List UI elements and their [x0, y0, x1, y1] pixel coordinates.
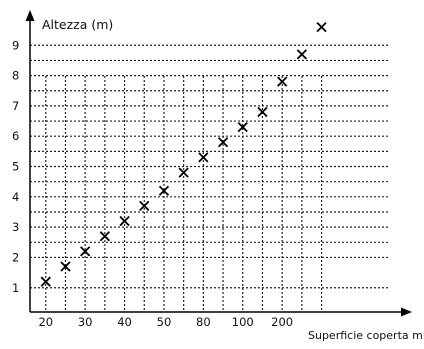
data-point — [277, 76, 288, 87]
y-tick-label: 6 — [12, 129, 19, 143]
y-tick-label: 3 — [12, 220, 19, 234]
y-tick-label: 7 — [12, 99, 19, 113]
x-axis-title-text: Superficie coperta m — [308, 329, 423, 342]
data-point — [119, 215, 130, 227]
y-tick-label: 1 — [12, 281, 19, 295]
data-point — [257, 106, 268, 118]
data-point-stroke — [40, 276, 51, 287]
data-point-stroke — [80, 246, 91, 257]
x-tick-label: 200 — [271, 315, 293, 329]
data-point — [198, 152, 209, 163]
data-point-stroke — [316, 21, 327, 33]
data-point-stroke — [139, 200, 150, 212]
data-point — [158, 185, 170, 196]
data-point — [40, 276, 51, 287]
data-point-stroke — [237, 121, 248, 133]
x-tick-label: 80 — [196, 315, 211, 329]
data-point — [99, 231, 110, 242]
data-point — [60, 261, 71, 272]
y-tick-label: 4 — [12, 190, 19, 204]
data-point-stroke — [198, 152, 209, 163]
data-point-stroke — [60, 261, 71, 272]
tick-labels: 1 2 3 4 5 6 7 8 9 20 30 40 50 80 100 200 — [12, 38, 293, 329]
data-point-stroke — [277, 76, 288, 87]
data-point-stroke — [119, 215, 130, 227]
data-point — [316, 21, 327, 33]
data-point — [80, 246, 91, 257]
y-tick-label: 8 — [12, 69, 19, 83]
x-axis-arrow — [401, 307, 412, 317]
y-axis-arrow — [25, 10, 35, 21]
axes — [25, 10, 412, 317]
grid-lines — [30, 44, 390, 310]
data-point-stroke — [257, 106, 268, 118]
data-point — [296, 49, 307, 60]
data-point-stroke — [217, 137, 229, 148]
data-point-stroke — [158, 185, 170, 196]
x-tick-label: 100 — [232, 315, 254, 329]
data-point — [139, 200, 150, 212]
data-point-stroke — [99, 231, 110, 242]
data-point-stroke — [178, 167, 189, 178]
x-axis-title: Superficie coperta m 2 — [308, 327, 424, 342]
y-tick-label: 9 — [12, 38, 19, 52]
x-tick-label: 20 — [38, 315, 53, 329]
y-axis-title: Altezza (m) — [42, 17, 113, 32]
data-point — [178, 167, 189, 178]
y-tick-label: 5 — [12, 160, 19, 174]
x-tick-label: 50 — [157, 315, 172, 329]
data-point-stroke — [296, 49, 307, 60]
data-points — [40, 21, 327, 287]
x-tick-label: 40 — [117, 315, 132, 329]
data-point — [217, 137, 229, 148]
y-tick-label: 2 — [12, 250, 19, 264]
x-tick-label: 30 — [78, 315, 93, 329]
data-point — [237, 121, 248, 133]
